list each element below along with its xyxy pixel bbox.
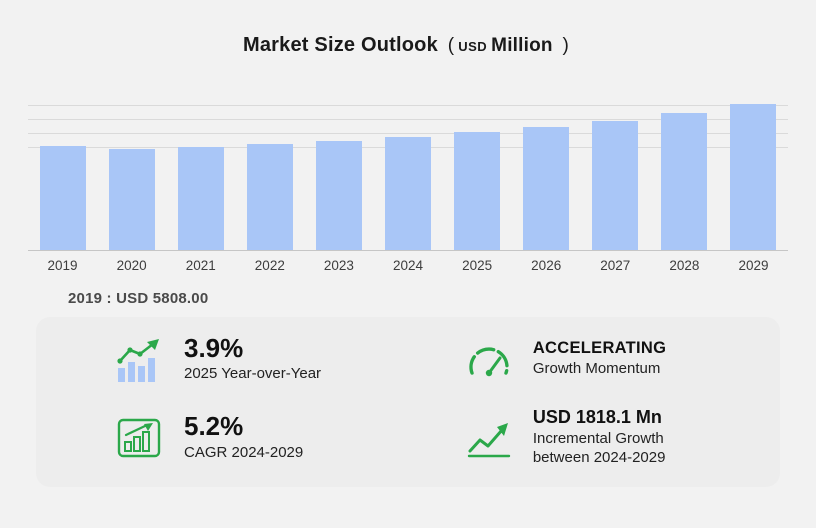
market-size-outlook-page: Market Size Outlook (USD Million ) 2019 20… <box>0 34 816 528</box>
x-axis-label-2028: 2028 <box>669 258 700 273</box>
bar-2029 <box>730 104 777 250</box>
gridline <box>28 119 788 120</box>
bar-column <box>304 99 373 250</box>
bar-column <box>28 99 97 250</box>
bar-2022 <box>246 144 293 250</box>
yoy-value: 3.9% <box>184 333 244 363</box>
bar-2026 <box>523 127 570 250</box>
bar-column <box>512 99 581 250</box>
x-axis-label-2025: 2025 <box>462 258 493 273</box>
page-title: Market Size Outlook (USD Million ) <box>0 34 816 57</box>
momentum-value: ACCELERATING <box>532 338 667 357</box>
bar-column <box>443 99 512 250</box>
bar-column <box>650 99 719 250</box>
momentum-label: Growth Momentum <box>532 360 661 378</box>
x-axis-label-2021: 2021 <box>185 258 216 273</box>
gridline <box>28 105 788 106</box>
yoy-label: 2025 Year-over-Year <box>184 365 322 383</box>
stat-incremental-text: USD 1818.1 Mn Incremental Growth between… <box>533 408 666 467</box>
incremental-label-line2: between 2024-2029 <box>532 448 666 466</box>
stat-momentum-text: ACCELERATING Growth Momentum <box>532 338 667 379</box>
title-main: Market Size Outlook <box>242 34 438 56</box>
stat-momentum: ACCELERATING Growth Momentum <box>463 335 760 384</box>
stats-panel: 3.9% 2025 Year-over-Year ACCELERATING Gr… <box>36 317 780 488</box>
title-paren-close: ) <box>562 35 570 56</box>
bar-2024 <box>385 137 432 250</box>
cagr-chart-icon <box>114 417 166 459</box>
bar-column <box>581 99 650 250</box>
base-year-value: 2019 : USD 5808.00 <box>68 290 209 307</box>
incremental-value: USD 1818.1 Mn <box>532 407 662 428</box>
incremental-label-line1: Incremental Growth <box>532 429 664 447</box>
bar-2027 <box>592 121 639 250</box>
bar-series <box>28 99 788 250</box>
bar-2019 <box>39 146 86 250</box>
bar-2020 <box>108 149 155 250</box>
cagr-label: CAGR 2024-2029 <box>184 443 304 461</box>
x-axis-label-2027: 2027 <box>600 258 631 273</box>
stat-incremental: USD 1818.1 Mn Incremental Growth between… <box>463 408 760 467</box>
x-axis-label-2019: 2019 <box>47 258 78 273</box>
bar-2023 <box>315 141 362 250</box>
x-axis-label-2024: 2024 <box>392 258 424 273</box>
bar-column <box>235 99 304 250</box>
bar-2025 <box>454 132 501 250</box>
speedometer-icon <box>463 340 515 380</box>
stat-cagr-text: 5.2% CAGR 2024-2029 <box>184 411 304 462</box>
x-axis-label-2020: 2020 <box>116 258 147 273</box>
title-currency: USD <box>458 39 488 54</box>
x-axis-label-2029: 2029 <box>738 258 769 273</box>
title-unit: Million <box>491 35 553 56</box>
title-paren-open: ( <box>447 35 455 56</box>
stat-cagr: 5.2% CAGR 2024-2029 <box>114 408 463 467</box>
x-axis-label-2022: 2022 <box>254 258 285 273</box>
market-size-bar-chart <box>28 99 788 251</box>
x-axis: 2019 2020 2021 2022 2023 2024 2025 2026 2027 2028… <box>28 258 788 273</box>
bar-column <box>97 99 166 250</box>
stat-yoy: 3.9% 2025 Year-over-Year <box>114 333 463 384</box>
x-axis-label-2026: 2026 <box>531 258 562 273</box>
gridline <box>28 133 788 134</box>
bar-2021 <box>177 147 224 250</box>
line-growth-icon <box>463 417 515 459</box>
bar-column <box>373 99 442 250</box>
growth-bars-icon <box>114 337 166 383</box>
bar-2028 <box>661 113 708 250</box>
stat-yoy-text: 3.9% 2025 Year-over-Year <box>184 333 322 384</box>
bar-column <box>719 99 788 250</box>
cagr-value: 5.2% <box>184 411 244 442</box>
x-axis-label-2023: 2023 <box>323 258 354 273</box>
bar-column <box>166 99 235 250</box>
